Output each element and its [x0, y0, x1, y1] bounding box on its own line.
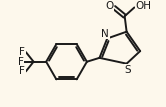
- Text: F: F: [18, 57, 23, 67]
- Text: N: N: [101, 29, 109, 39]
- Text: OH: OH: [135, 1, 151, 11]
- Text: O: O: [105, 1, 113, 11]
- Text: F: F: [19, 47, 25, 57]
- Text: F: F: [19, 66, 25, 76]
- Text: S: S: [124, 65, 131, 75]
